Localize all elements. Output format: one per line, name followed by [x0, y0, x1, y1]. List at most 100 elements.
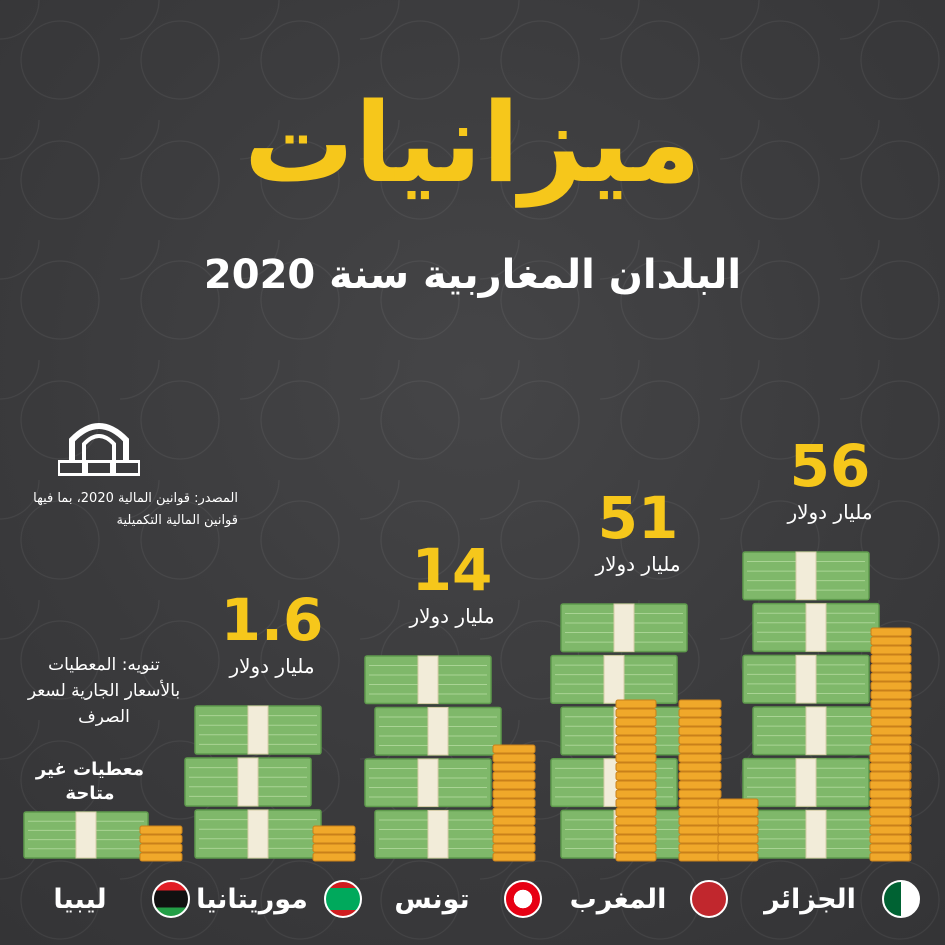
coin: [312, 852, 356, 862]
coin: [870, 672, 912, 682]
coin: [492, 852, 536, 862]
coin: [869, 744, 911, 754]
coin: [678, 789, 722, 799]
coin: [678, 852, 722, 862]
coin: [492, 753, 536, 763]
cash-band: [247, 809, 269, 859]
coin: [870, 627, 912, 637]
coin: [870, 681, 912, 691]
tn-flag-icon: [504, 880, 542, 918]
coin: [678, 744, 722, 754]
ly-flag-icon: [152, 880, 190, 918]
coin: [492, 789, 536, 799]
page-subtitle: البلدان المغاربية سنة 2020: [203, 252, 742, 298]
ma-flag-icon: [690, 880, 728, 918]
coin: [869, 852, 911, 862]
coin: [139, 852, 183, 862]
coin: [717, 852, 759, 862]
coin: [492, 816, 536, 826]
coin: [870, 663, 912, 673]
coin: [678, 708, 722, 718]
unit-label: مليار دولار: [787, 500, 873, 524]
coin: [869, 798, 911, 808]
coin: [492, 771, 536, 781]
coin: [139, 834, 183, 844]
unit-label: مليار دولار: [409, 604, 495, 628]
coin: [870, 690, 912, 700]
cash-band: [795, 758, 817, 807]
coin: [678, 825, 722, 835]
coin: [678, 699, 722, 709]
cash-band: [237, 757, 259, 807]
coin: [678, 735, 722, 745]
coin: [869, 789, 911, 799]
cash-band: [613, 603, 635, 653]
coin: [678, 798, 722, 808]
coin: [717, 798, 759, 808]
coin: [678, 834, 722, 844]
cash-band: [795, 551, 817, 601]
country-name: المغرب: [569, 884, 667, 915]
coin: [492, 834, 536, 844]
coin: [869, 816, 911, 826]
cash-band: [417, 758, 439, 807]
coin: [615, 762, 657, 772]
coin: [870, 717, 912, 727]
coin: [492, 762, 536, 772]
coin: [869, 807, 911, 817]
country-name: ليبيا: [53, 884, 107, 915]
cash-band: [805, 603, 827, 652]
country-name: الجزائر: [764, 884, 856, 915]
source-note: المصدر: قوانين المالية 2020، بما فيها قو…: [33, 491, 238, 528]
value-label: 1.6: [220, 586, 324, 654]
coin: [870, 636, 912, 646]
cash-band: [75, 811, 97, 859]
value-label: 14: [411, 536, 493, 604]
cash-band: [795, 654, 817, 704]
value-label: 56: [789, 432, 871, 500]
coin: [870, 735, 912, 745]
coin: [870, 708, 912, 718]
libya-missing-label: معطيات غير متاحة: [35, 759, 145, 804]
coin: [615, 852, 657, 862]
coin: [615, 735, 657, 745]
coin: [870, 645, 912, 655]
country-name: تونس: [394, 884, 470, 915]
coin: [615, 708, 657, 718]
coin: [678, 753, 722, 763]
coin: [492, 798, 536, 808]
unit-label: مليار دولار: [595, 552, 681, 576]
coin: [312, 834, 356, 844]
coin: [615, 699, 657, 709]
value-label: 51: [597, 484, 679, 552]
coin: [492, 744, 536, 754]
coin: [869, 762, 911, 772]
coin: [678, 816, 722, 826]
cash-band: [805, 706, 827, 756]
unit-label: مليار دولار: [229, 654, 315, 678]
currency-note: تنويه: المعطيات بالأسعار الجارية لسعر ال…: [27, 655, 181, 727]
coin: [869, 843, 911, 853]
coin: [615, 843, 657, 853]
cash-band: [805, 809, 827, 859]
dz-flag-icon: [882, 880, 920, 918]
coin: [615, 816, 657, 826]
country-name: موريتانيا: [196, 884, 308, 915]
cash-band: [417, 655, 439, 704]
coin: [492, 843, 536, 853]
coin: [615, 717, 657, 727]
coin: [615, 798, 657, 808]
mr-flag-icon: [324, 880, 362, 918]
coin: [139, 825, 183, 835]
coin: [678, 843, 722, 853]
cash-band: [247, 705, 269, 755]
coin: [870, 654, 912, 664]
coin: [615, 789, 657, 799]
coin: [869, 825, 911, 835]
coin: [615, 834, 657, 844]
coin: [869, 771, 911, 781]
coin: [492, 780, 536, 790]
coin: [678, 717, 722, 727]
